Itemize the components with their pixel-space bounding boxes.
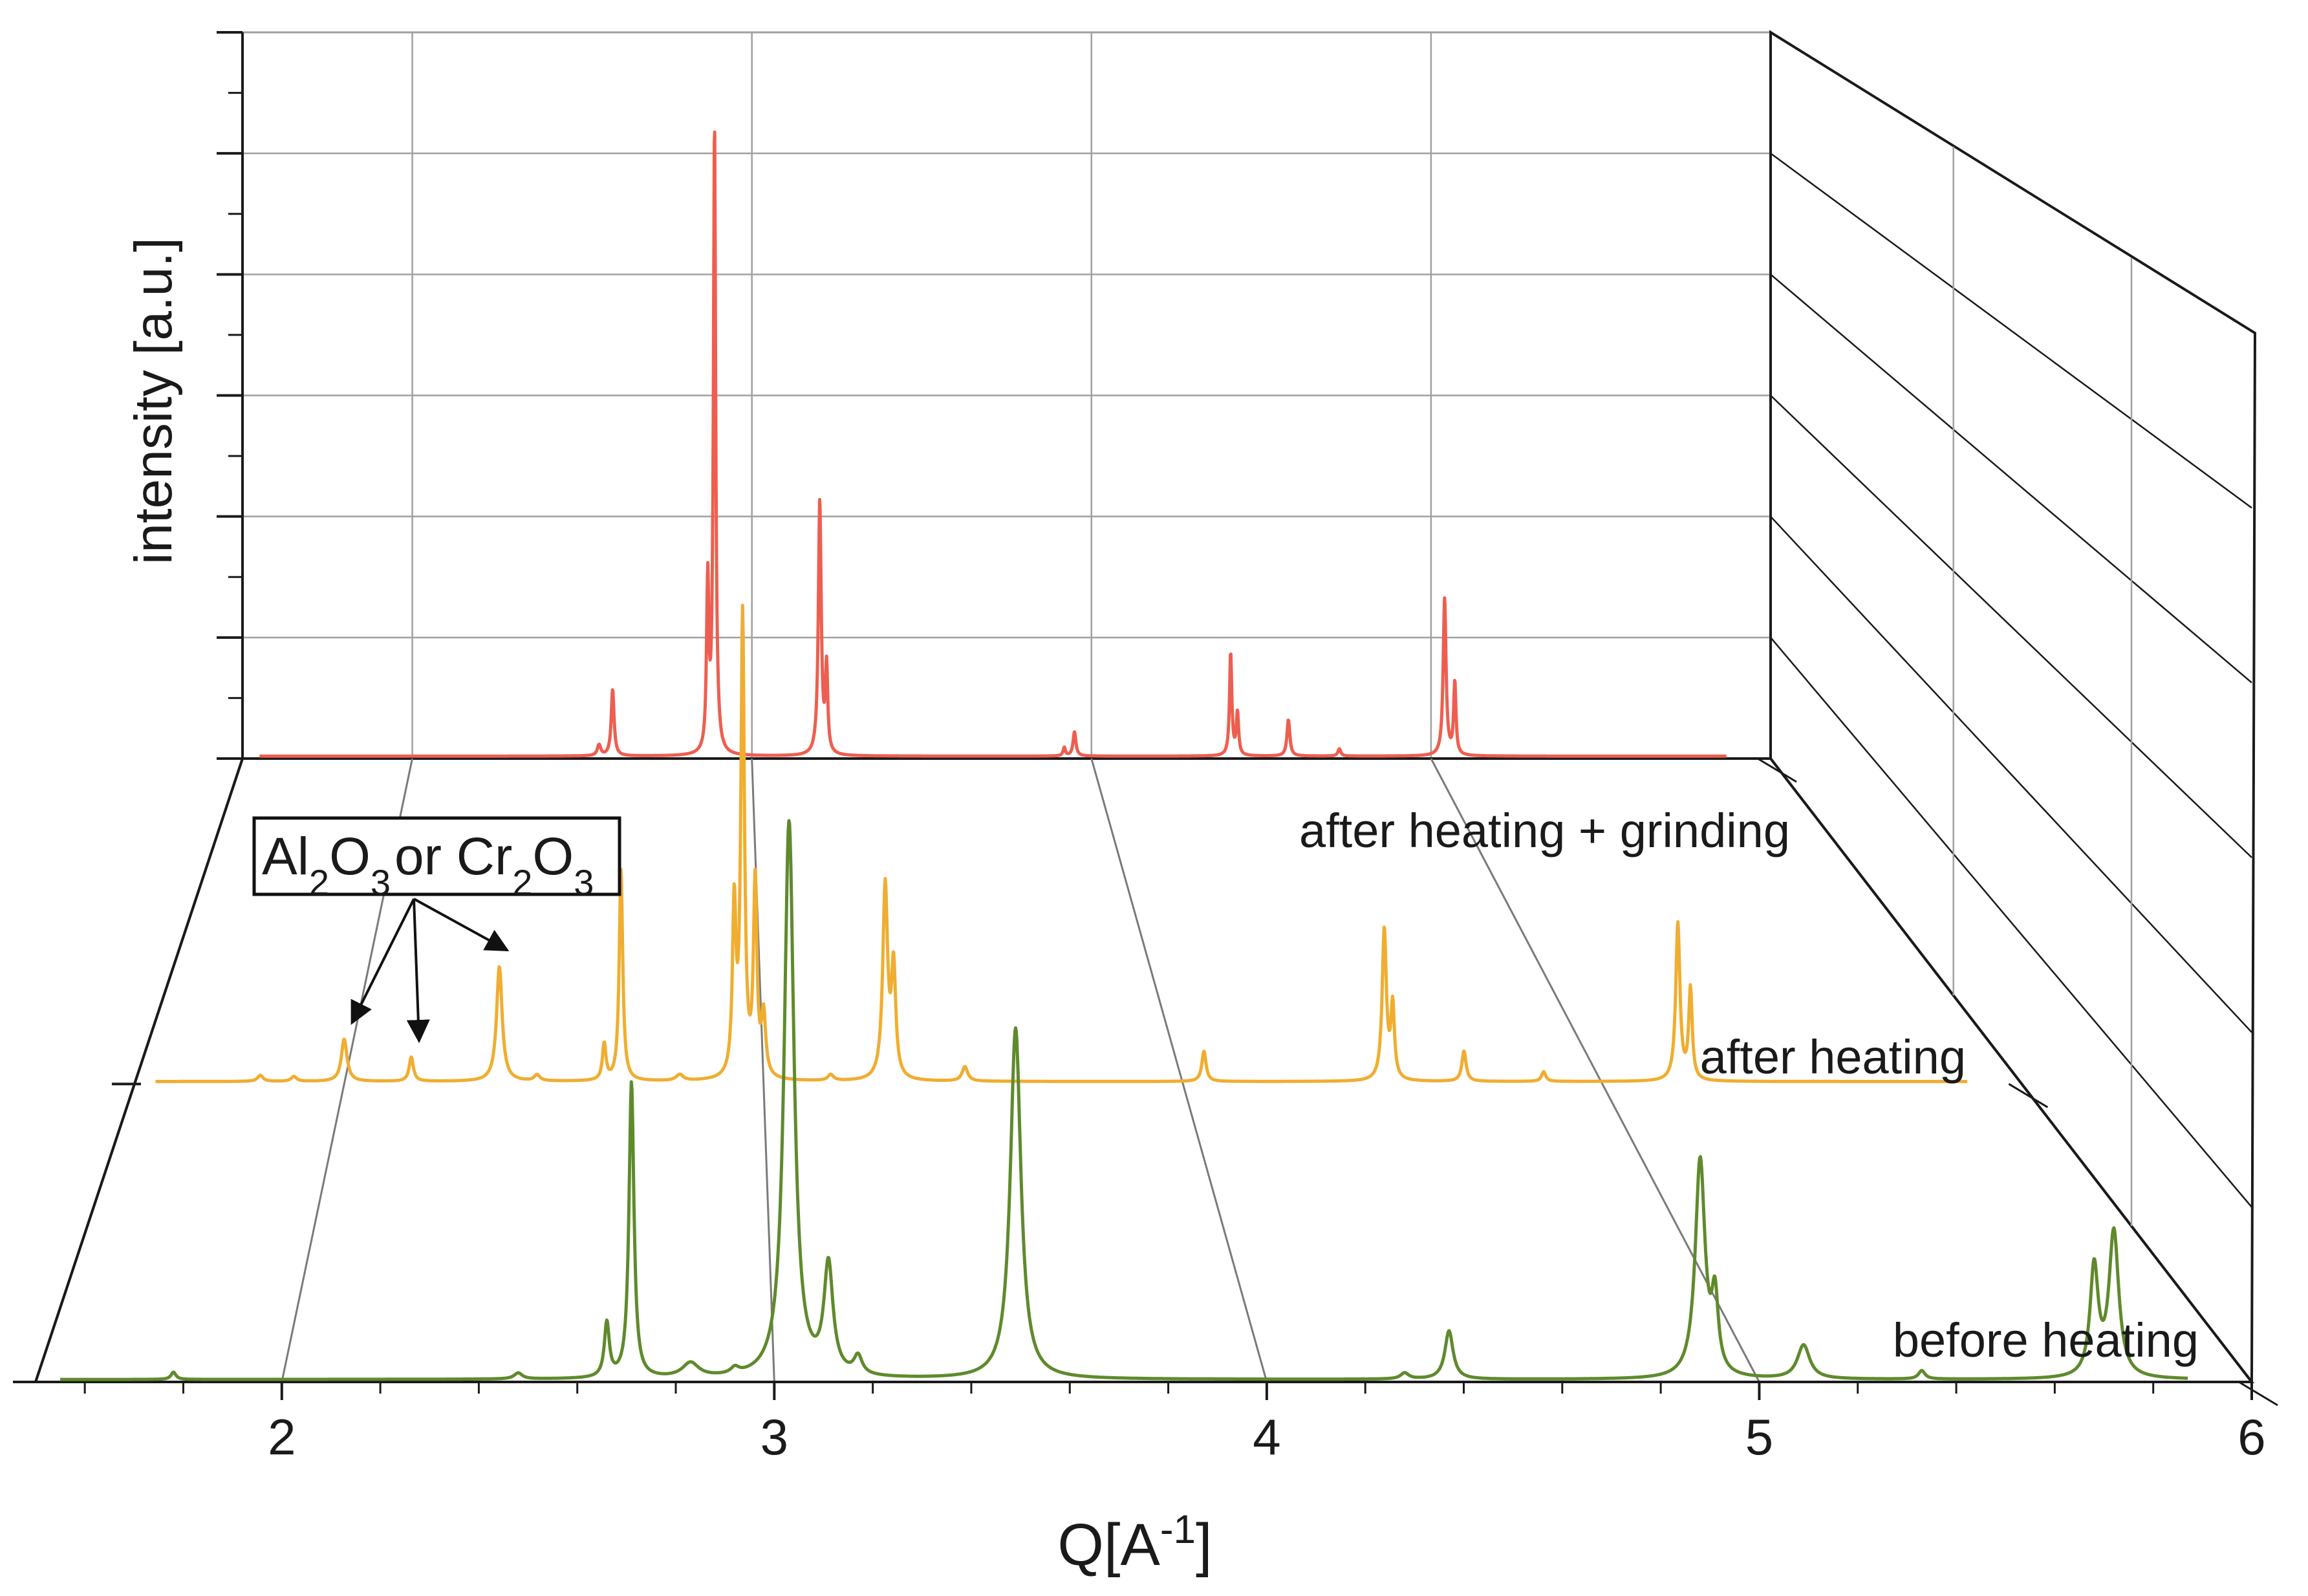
right-wall-tick <box>1757 757 1797 783</box>
x-tick-label: 2 <box>268 1408 296 1465</box>
floor-grid-line <box>751 758 775 1383</box>
right-grid-line <box>1770 274 2252 684</box>
x-tick-label: 4 <box>1253 1408 1280 1465</box>
series-line-before-heating <box>59 819 2189 1381</box>
x-tick-label: 3 <box>760 1408 788 1465</box>
right-grid-line <box>1770 153 2252 509</box>
x-axis: 2 3 4 5 6 <box>36 1381 2266 1465</box>
right-wall-frame <box>1769 30 2257 1386</box>
right-grid-line <box>1770 515 2252 1033</box>
annotation-subscript: 3 <box>574 862 594 903</box>
annotation-part: O <box>532 827 574 886</box>
x-tick-label: 5 <box>1745 1408 1773 1465</box>
annotation-text: Al2O3or Cr2O3 <box>262 827 594 903</box>
annotation-box: Al2O3or Cr2O3 <box>252 816 621 1044</box>
annotation-arrow <box>351 898 415 1025</box>
right-wall-tick <box>2008 1083 2049 1108</box>
series-label-before-heating: before heating <box>1893 1313 2199 1367</box>
right-grid-line <box>1770 637 2252 1208</box>
annotation-arrow <box>406 898 430 1044</box>
series-label-grinding: after heating + grinding <box>1299 804 1790 857</box>
floor-grid-line <box>1430 758 1760 1383</box>
annotation-subscript: 3 <box>371 862 391 903</box>
floor-left-edge <box>34 758 244 1383</box>
right-wall-tick <box>2238 1381 2278 1407</box>
annotation-arrow <box>413 898 510 952</box>
series-line-after-heating <box>154 603 1968 1083</box>
right-grid-line <box>1770 394 2252 858</box>
y-axis <box>13 31 249 1383</box>
y-axis-label: intensity [a.u.] <box>124 237 183 565</box>
back-wall-grid <box>241 31 1772 760</box>
annotation-subscript: 2 <box>309 862 329 903</box>
x-axis-label-superscript: -1 <box>1160 1507 1196 1552</box>
right-wall-grid <box>1757 30 2278 1407</box>
annotation-frame <box>252 816 621 896</box>
series-line-after-heating-grinding <box>258 130 1728 758</box>
annotation-arrows <box>351 898 510 1044</box>
x-axis-label: Q[A-1] <box>1057 1507 1212 1579</box>
x-tick-label: 6 <box>2238 1408 2265 1465</box>
annotation-subscript: 2 <box>512 862 532 903</box>
series-lines <box>59 130 2189 1381</box>
series-label-after-heating: after heating <box>1700 1030 1966 1084</box>
annotation-part: O <box>329 827 371 886</box>
annotation-part: or Cr <box>394 827 512 886</box>
floor-grid-line <box>1090 758 1268 1383</box>
annotation-part: Al <box>262 827 309 886</box>
